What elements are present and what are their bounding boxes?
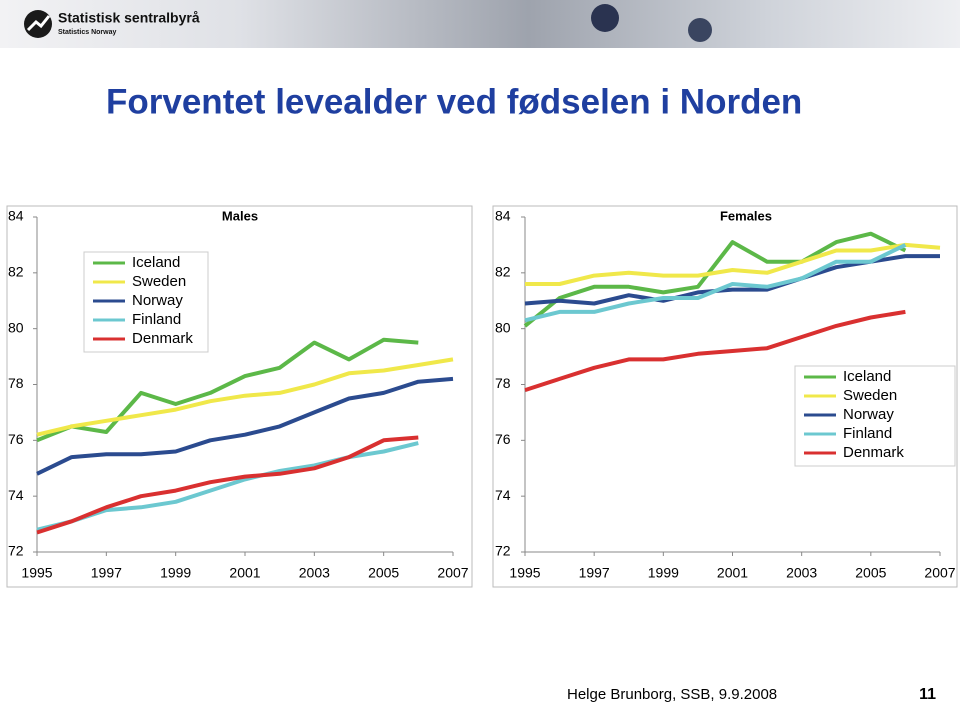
footer: Helge Brunborg, SSB, 9.9.2008 (567, 686, 777, 703)
x-tick-label: 2005 (855, 565, 886, 581)
y-tick-label: 80 (8, 319, 24, 335)
series-line (36, 376, 454, 476)
page-number: 11 (919, 686, 936, 703)
x-tick-label: 1997 (579, 565, 610, 581)
series-line (523, 231, 907, 328)
brand: Statistisk sentralbyrå (58, 10, 200, 26)
series-line (525, 242, 941, 286)
x-tick-label: 1999 (648, 565, 679, 581)
legend-label: Finland (843, 425, 892, 442)
slide-title: Forventet levealder ved fødselen i Norde… (106, 82, 802, 121)
x-tick-label: 2001 (717, 565, 748, 581)
x-tick-label: 2007 (437, 565, 468, 581)
x-tick-label: 1997 (91, 565, 122, 581)
logo-mark (26, 15, 51, 32)
brand-sub: Statistics Norway (58, 29, 116, 36)
legend-label: Denmark (132, 330, 193, 347)
series-line (524, 309, 906, 393)
header-band (0, 0, 960, 48)
series-line (36, 337, 419, 443)
y-tick-label: 74 (495, 487, 511, 503)
x-tick-label: 2003 (299, 565, 330, 581)
y-tick-label: 84 (8, 208, 24, 224)
y-tick-label: 82 (8, 264, 24, 280)
legend-label: Denmark (843, 444, 904, 461)
series-line (36, 357, 454, 437)
x-tick-label: 2005 (368, 565, 399, 581)
legend-box (83, 251, 209, 353)
legend-label: Sweden (843, 387, 897, 404)
y-tick-label: 82 (495, 264, 511, 280)
header-deco (591, 4, 619, 32)
y-tick-label: 76 (495, 431, 511, 447)
series-line (36, 435, 419, 535)
legend-label: Norway (843, 406, 894, 423)
legend-label: Norway (132, 292, 183, 309)
legend-label: Iceland (132, 254, 180, 271)
chart-title: Males (222, 208, 258, 223)
x-tick-label: 1995 (509, 565, 540, 581)
y-tick-label: 72 (495, 543, 511, 559)
y-tick-label: 84 (495, 208, 511, 224)
x-tick-label: 2001 (229, 565, 260, 581)
series-line (524, 243, 907, 323)
y-tick-label: 78 (495, 375, 511, 391)
x-tick-label: 2003 (786, 565, 817, 581)
y-tick-label: 78 (8, 375, 24, 391)
legend-label: Finland (132, 311, 181, 328)
chart-title: Females (720, 208, 772, 223)
header-deco (688, 18, 712, 42)
y-tick-label: 74 (8, 487, 24, 503)
y-tick-label: 80 (495, 319, 511, 335)
x-tick-label: 2007 (924, 565, 955, 581)
legend-label: Sweden (132, 273, 186, 290)
x-tick-label: 1995 (21, 565, 52, 581)
legend-label: Iceland (843, 368, 891, 385)
x-tick-label: 1999 (160, 565, 191, 581)
y-tick-label: 76 (8, 431, 24, 447)
y-tick-label: 72 (8, 543, 24, 559)
